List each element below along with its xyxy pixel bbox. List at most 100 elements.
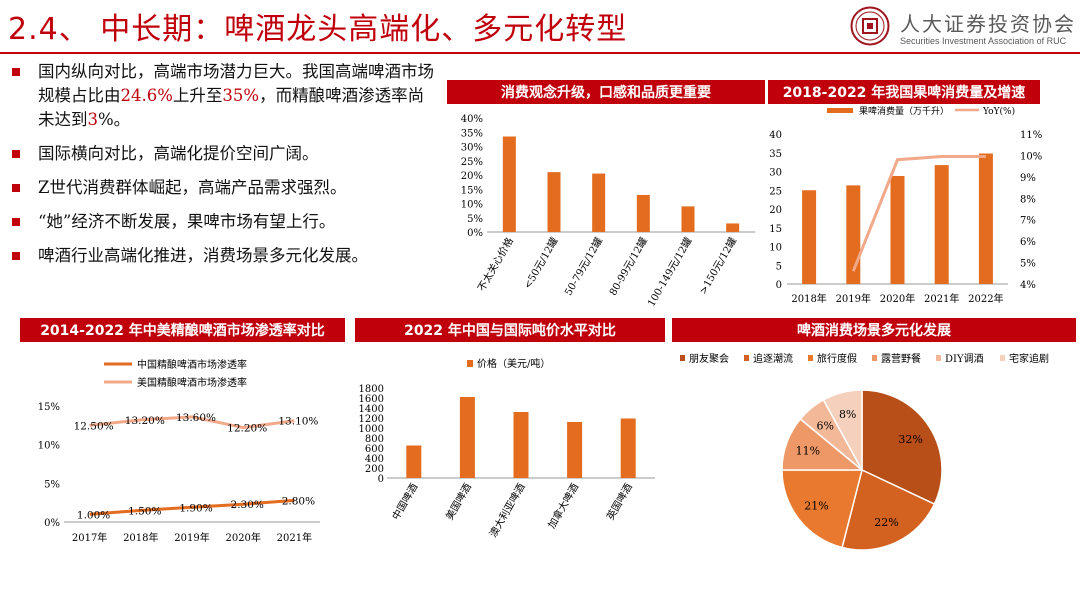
y-tick-label: 1400: [359, 404, 384, 415]
chart-fruitbeer: 果啤消费量（万千升） YoY(%) 0 5 10 15 20 25 30 35 40 4% 5% 6% 7%…: [769, 105, 1042, 305]
y-tick-label: 15: [769, 224, 782, 235]
bullet-text: 啤酒行业高端化推进，消费场景多元化发展。: [38, 246, 368, 265]
y-tick-label: 1800: [359, 384, 384, 395]
bar: [502, 136, 516, 232]
data-label: 12.20%: [227, 423, 267, 435]
chart-title-consumption: 消费观念升级，口感和品质更重要: [447, 80, 765, 104]
legend-label: DIY调酒: [945, 353, 984, 365]
bullet-text: “她”经济不断发展，果啤市场有望上行。: [38, 212, 336, 231]
y2-tick-label: 7%: [1020, 216, 1036, 227]
y-tick-label: 25%: [461, 157, 483, 168]
x-tick-label: >150元/12罐: [696, 235, 739, 297]
y2-tick-label: 9%: [1020, 173, 1036, 184]
data-label: 1.50%: [128, 505, 161, 517]
legend-swatch: [1000, 355, 1005, 361]
slice-label: 11%: [796, 444, 820, 457]
bullet-list: 国内纵向对比，高端市场潜力巨大。我国高端啤酒市场规模占比由24.6%上升至35%…: [10, 60, 440, 278]
legend-label: 旅行度假: [817, 352, 857, 365]
y-tick-label: 25: [769, 186, 782, 197]
title-rule: [0, 52, 1080, 54]
x-tick-label: 中国啤酒: [389, 481, 420, 522]
bar: [934, 165, 949, 284]
bullet-marker: [12, 218, 20, 226]
bullet-text: ，而精酿啤酒渗透率尚未达到: [38, 86, 425, 129]
bullet-marker: [12, 150, 20, 158]
x-tick-label: 不太关心价格: [475, 235, 516, 293]
yoy-line: [851, 155, 986, 272]
data-label: 13.60%: [176, 412, 216, 424]
legend-label: 价格（美元/吨）: [477, 357, 550, 370]
bar: [890, 176, 905, 284]
x-tick-label: 2022年: [968, 292, 1003, 305]
slice-label: 21%: [804, 499, 828, 512]
legend-label: 宅家追剧: [1009, 352, 1049, 365]
bullet-text: %。: [98, 110, 131, 129]
legend-swatch: [680, 355, 685, 361]
legend-label: 追逐潮流: [753, 352, 793, 365]
data-label: 2.30%: [231, 499, 264, 511]
x-tick-label: 2018年: [123, 531, 158, 544]
chart-title-scenes: 啤酒消费场景多元化发展: [672, 318, 1076, 342]
data-label: 13.20%: [125, 415, 165, 427]
slice-label: 22%: [874, 516, 898, 529]
y2-tick-label: 11%: [1020, 130, 1042, 141]
y-tick-label: 10%: [461, 200, 483, 211]
slice-label: 6%: [817, 420, 834, 433]
x-tick-label: 澳大利亚啤酒: [486, 481, 527, 539]
legend-swatch-volume: [827, 108, 853, 113]
x-tick-label: 2021年: [277, 531, 312, 544]
highlight-value: 35%: [222, 86, 260, 105]
y-tick-label: 30%: [461, 143, 483, 154]
bar: [547, 172, 561, 232]
y-tick-label: 35%: [461, 128, 483, 139]
x-tick-label: 2018年: [791, 292, 826, 305]
y-tick-label: 5: [776, 261, 782, 272]
legend-label: 朋友聚会: [689, 352, 729, 365]
x-tick-label: 2019年: [836, 292, 871, 305]
bar: [681, 206, 695, 232]
legend-swatch: [936, 355, 941, 361]
legend-label: 露营野餐: [881, 352, 921, 365]
bar: [726, 223, 740, 232]
y2-tick-label: 6%: [1020, 237, 1036, 248]
y-tick-label: 0: [776, 280, 782, 291]
legend-label: 美国精酿啤酒市场渗透率: [137, 376, 247, 389]
x-tick-label: 80-99元/12罐: [606, 235, 650, 298]
y-tick-label: 800: [365, 434, 384, 445]
data-label: 1.90%: [179, 502, 212, 514]
bar: [802, 190, 817, 284]
legend-label: 中国精酿啤酒市场渗透率: [137, 358, 247, 371]
y-tick-label: 35: [769, 149, 782, 160]
y-tick-label: 400: [365, 454, 384, 465]
bullet-text: 国际横向对比，高端化提价空间广阔。: [38, 144, 319, 163]
chart-title-craft: 2014-2022 年中美精酿啤酒市场渗透率对比: [20, 318, 345, 342]
y-tick-label: 40: [769, 130, 782, 141]
y2-tick-label: 4%: [1020, 280, 1036, 291]
bar: [620, 418, 636, 478]
data-label: 12.50%: [74, 420, 114, 432]
x-tick-label: 2020年: [225, 531, 260, 544]
bar: [513, 412, 529, 478]
y2-tick-label: 10%: [1020, 151, 1042, 162]
page-title: 2.4、 中长期：啤酒龙头高端化、多元化转型: [8, 12, 628, 47]
logo-name-en: Securities Investment Association of RUC: [900, 36, 1067, 46]
x-tick-label: 2020年: [880, 292, 915, 305]
y-tick-label: 200: [365, 464, 384, 475]
bullet-text: Z世代消费群体崛起，高端产品需求强烈。: [38, 178, 347, 197]
bullet-marker: [12, 252, 20, 260]
chart-title-price: 2022 年中国与国际吨价水平对比: [355, 318, 665, 342]
x-tick-label: 50-79元/12罐: [562, 235, 606, 298]
y-tick-label: 5%: [44, 479, 60, 490]
legend-swatch: [872, 355, 877, 361]
legend-swatch: [808, 355, 813, 361]
bullet-item: 国际横向对比，高端化提价空间广阔。: [10, 142, 440, 166]
pie-slice: [822, 389, 863, 471]
y-tick-label: 15%: [38, 402, 60, 413]
logo-seal-icon: [850, 6, 890, 46]
x-tick-label: 2017年: [72, 531, 107, 544]
logo: 人大证券投资协会 Securities Investment Associati…: [850, 6, 1075, 50]
bullet-marker: [12, 184, 20, 192]
legend-label-volume: 果啤消费量（万千升）: [859, 105, 949, 117]
y-tick-label: 5%: [467, 214, 483, 225]
